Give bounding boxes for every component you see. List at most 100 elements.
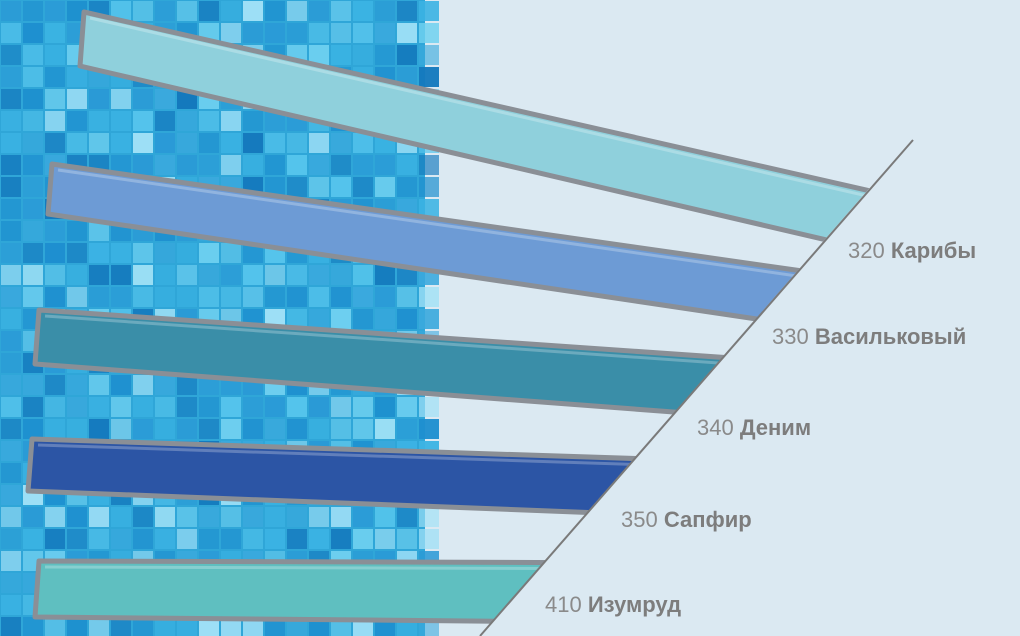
mosaic-tile xyxy=(45,419,65,439)
mosaic-tile xyxy=(45,45,65,65)
mosaic-tile xyxy=(67,287,87,307)
mosaic-tile xyxy=(397,419,417,439)
mosaic-tile xyxy=(397,309,417,329)
mosaic-tile xyxy=(309,155,329,175)
mosaic-tile xyxy=(265,419,285,439)
mosaic-tile xyxy=(23,177,43,197)
mosaic-tile xyxy=(419,23,439,43)
mosaic-tile xyxy=(309,309,329,329)
mosaic-tile xyxy=(67,221,87,241)
mosaic-tile xyxy=(397,23,417,43)
mosaic-tile xyxy=(111,89,131,109)
mosaic-tile xyxy=(287,1,307,21)
mosaic-tile xyxy=(309,507,329,527)
mosaic-tile xyxy=(155,419,175,439)
mosaic-tile xyxy=(155,89,175,109)
mosaic-tile xyxy=(287,177,307,197)
mosaic-tile xyxy=(1,551,21,571)
mosaic-tile xyxy=(67,617,87,636)
mosaic-tile xyxy=(23,89,43,109)
mosaic-tile xyxy=(23,155,43,175)
mosaic-tile xyxy=(199,243,219,263)
mosaic-tile xyxy=(1,45,21,65)
mosaic-tile xyxy=(67,375,87,395)
mosaic-tile xyxy=(177,111,197,131)
mosaic-tile xyxy=(287,23,307,43)
mosaic-tile xyxy=(199,375,219,395)
mosaic-tile xyxy=(199,287,219,307)
mosaic-tile xyxy=(221,155,241,175)
mosaic-tile xyxy=(45,507,65,527)
mosaic-tile xyxy=(309,23,329,43)
mosaic-tile xyxy=(111,243,131,263)
mosaic-tile xyxy=(1,199,21,219)
mosaic-tile xyxy=(45,287,65,307)
mosaic-tile xyxy=(1,463,21,483)
mosaic-tile xyxy=(45,133,65,153)
mosaic-tile xyxy=(177,243,197,263)
mosaic-tile xyxy=(375,45,395,65)
mosaic-tile xyxy=(397,177,417,197)
mosaic-tile xyxy=(133,111,153,131)
mosaic-tile xyxy=(243,243,263,263)
mosaic-tile xyxy=(353,397,373,417)
mosaic-tile xyxy=(221,265,241,285)
mosaic-tile xyxy=(243,287,263,307)
swatch-code: 320 xyxy=(848,238,885,263)
mosaic-tile xyxy=(287,397,307,417)
mosaic-tile xyxy=(23,67,43,87)
mosaic-tile xyxy=(67,397,87,417)
mosaic-tile xyxy=(287,419,307,439)
mosaic-tile xyxy=(45,529,65,549)
mosaic-tile xyxy=(67,243,87,263)
mosaic-tile xyxy=(23,133,43,153)
mosaic-tile xyxy=(221,397,241,417)
mosaic-tile xyxy=(133,397,153,417)
mosaic-tile xyxy=(23,221,43,241)
mosaic-tile xyxy=(133,287,153,307)
mosaic-tile xyxy=(353,287,373,307)
mosaic-tile xyxy=(309,45,329,65)
mosaic-tile xyxy=(177,419,197,439)
mosaic-tile xyxy=(265,617,285,636)
mosaic-tile xyxy=(1,67,21,87)
mosaic-tile xyxy=(111,133,131,153)
mosaic-tile xyxy=(1,221,21,241)
swatch-label-410: 410 Изумруд xyxy=(545,594,681,616)
mosaic-tile xyxy=(397,529,417,549)
mosaic-tile xyxy=(89,111,109,131)
mosaic-tile xyxy=(133,155,153,175)
mosaic-tile xyxy=(23,199,43,219)
mosaic-tile xyxy=(419,309,439,329)
mosaic-tile xyxy=(23,1,43,21)
mosaic-tile xyxy=(133,89,153,109)
mosaic-tile xyxy=(331,309,351,329)
mosaic-tile xyxy=(221,419,241,439)
mosaic-tile xyxy=(177,1,197,21)
mosaic-tile xyxy=(419,529,439,549)
mosaic-tile xyxy=(221,111,241,131)
mosaic-tile xyxy=(45,111,65,131)
mosaic-tile xyxy=(111,419,131,439)
mosaic-tile xyxy=(309,177,329,197)
mosaic-tile xyxy=(23,397,43,417)
mosaic-tile xyxy=(1,375,21,395)
mosaic-tile xyxy=(331,133,351,153)
mosaic-tile xyxy=(419,1,439,21)
mosaic-tile xyxy=(89,617,109,636)
mosaic-tile xyxy=(67,419,87,439)
mosaic-tile xyxy=(243,133,263,153)
mosaic-tile xyxy=(155,133,175,153)
swatch-name: Изумруд xyxy=(587,592,682,617)
mosaic-tile xyxy=(221,617,241,636)
mosaic-tile xyxy=(375,177,395,197)
mosaic-tile xyxy=(45,89,65,109)
mosaic-tile xyxy=(375,155,395,175)
mosaic-tile xyxy=(243,265,263,285)
mosaic-tile xyxy=(375,23,395,43)
mosaic-tile xyxy=(23,529,43,549)
mosaic-tile xyxy=(419,287,439,307)
mosaic-tile xyxy=(67,111,87,131)
mosaic-tile xyxy=(133,133,153,153)
mosaic-tile xyxy=(199,1,219,21)
